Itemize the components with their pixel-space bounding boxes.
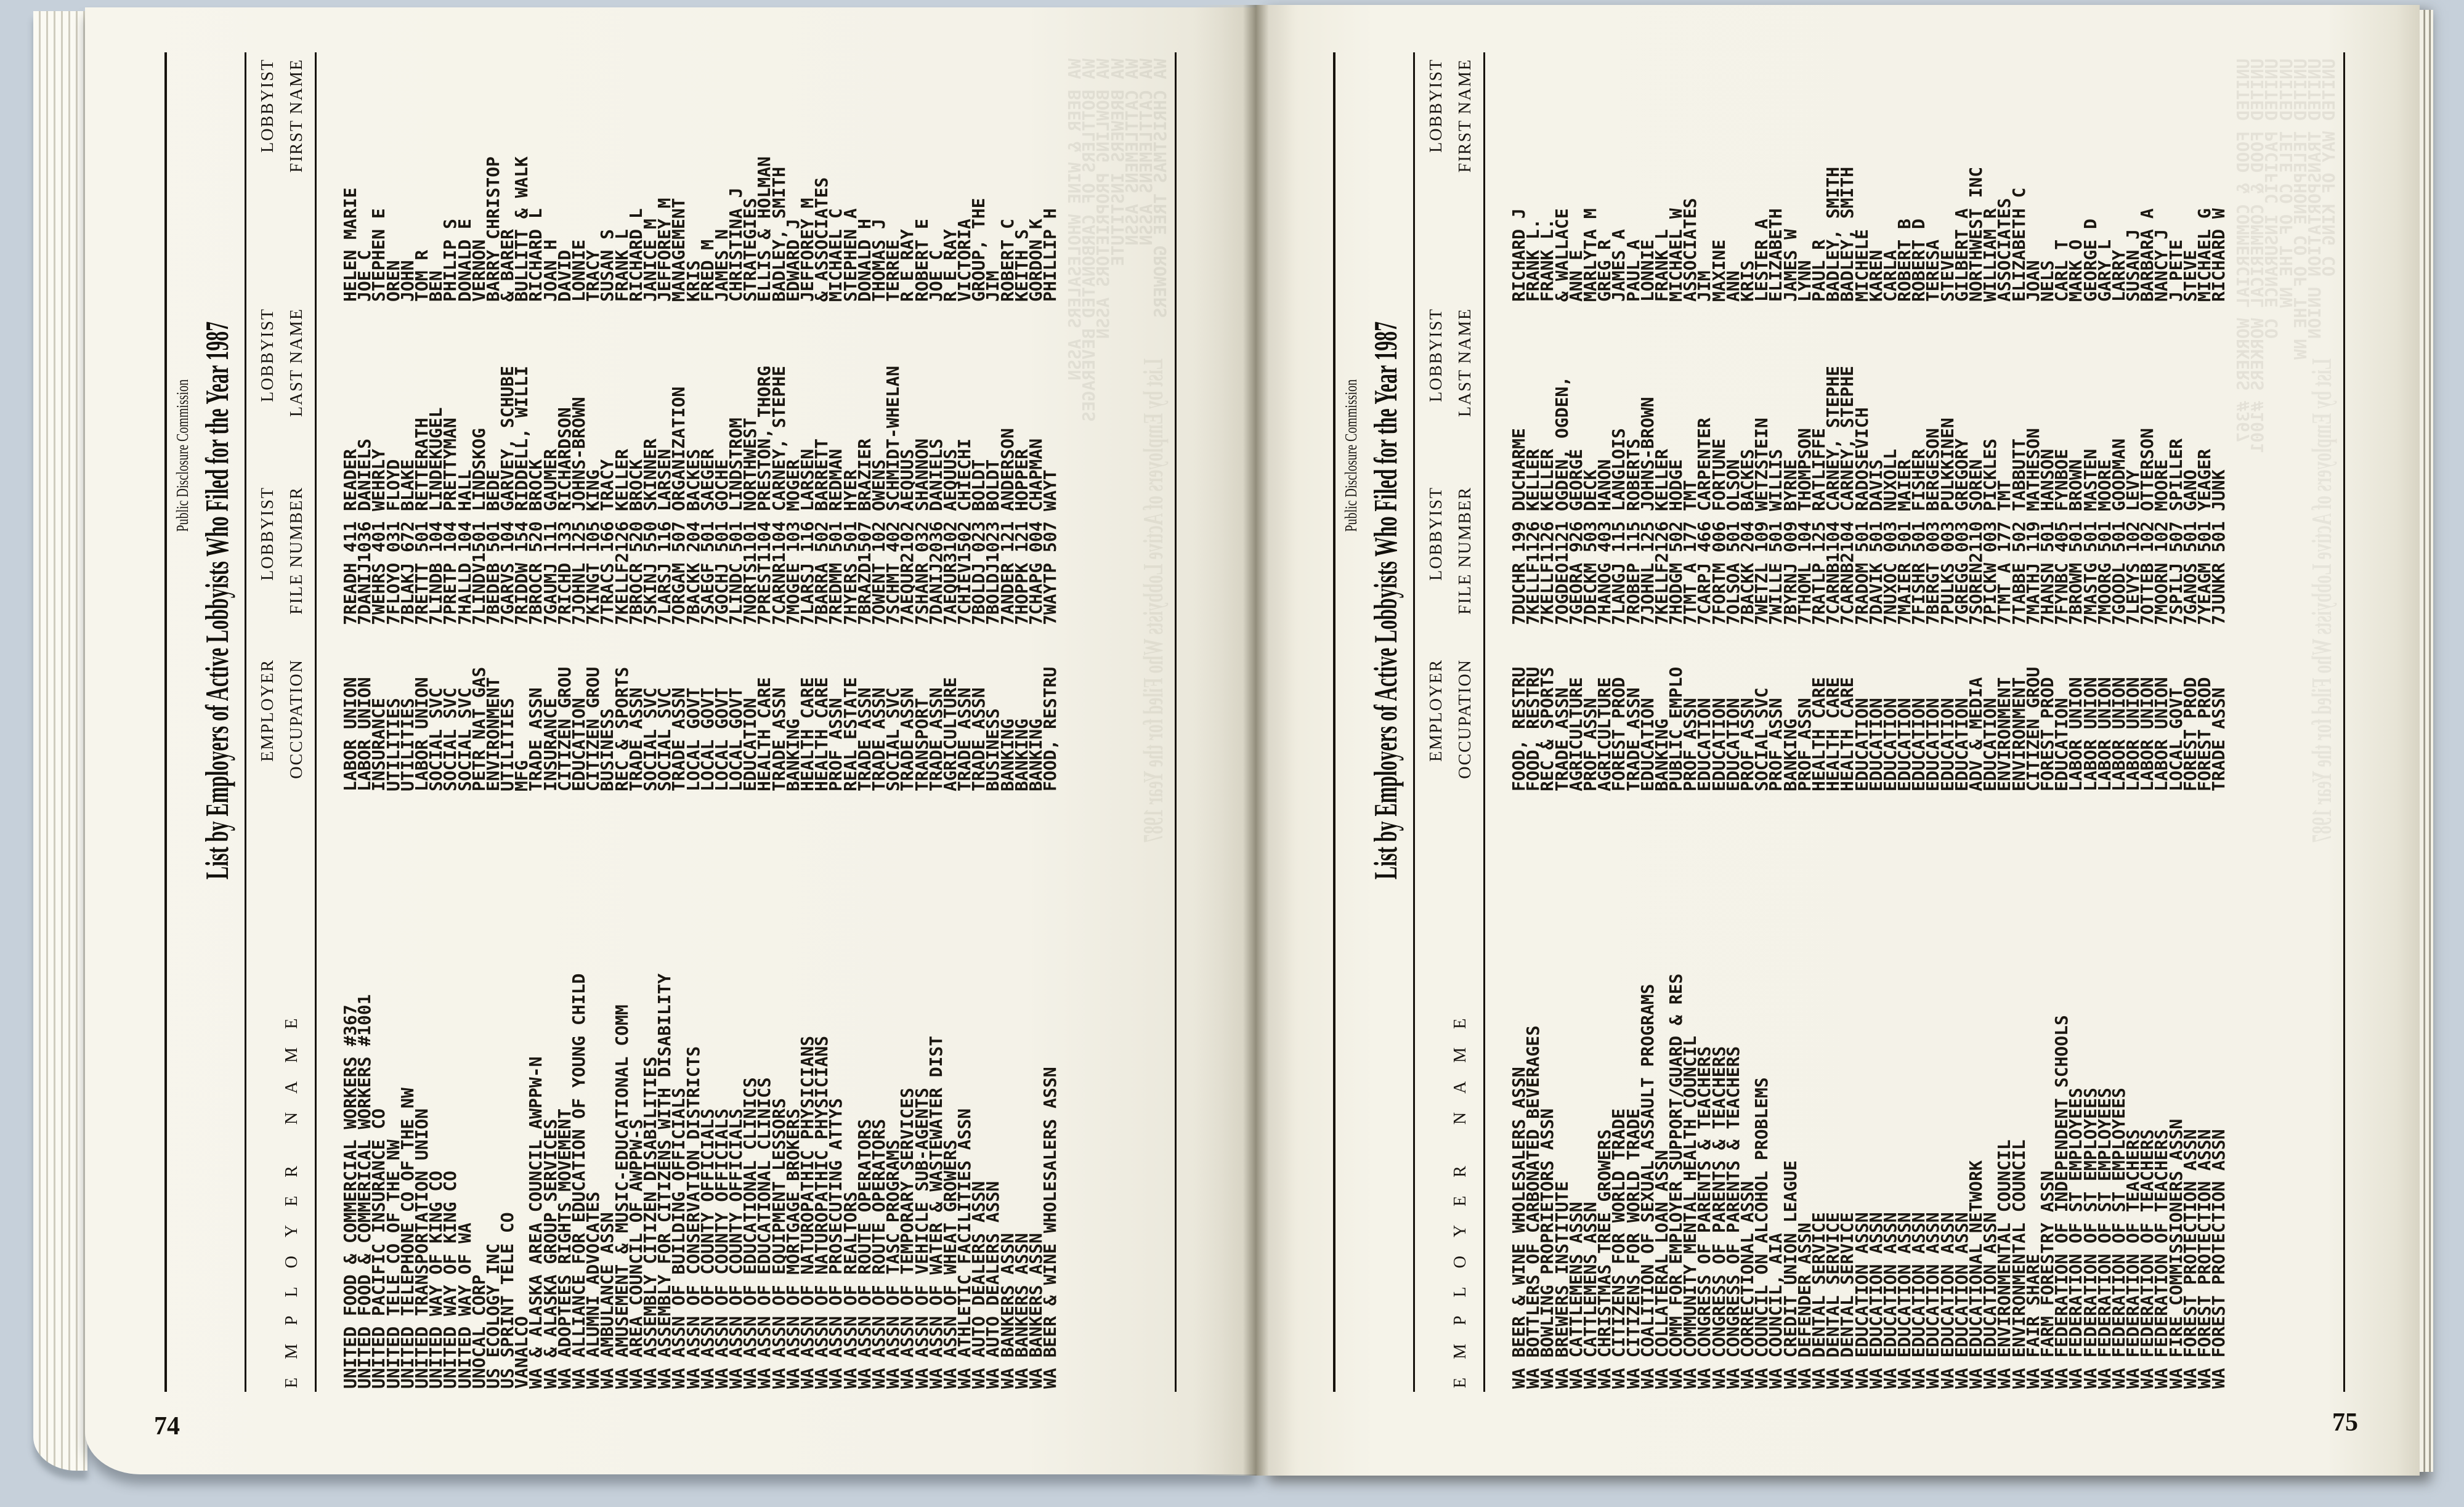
lobbyist-last-name-cell: WAYT [1040, 469, 1061, 511]
left-page-table-area: Public Disclosure Commission List by Emp… [163, 52, 1180, 1392]
header-line: LOBBYIST [258, 308, 277, 402]
page-number-right: 75 [2332, 1408, 2358, 1437]
page-stack-edge-right [2420, 10, 2433, 1472]
left-page [85, 7, 1257, 1474]
column-header-employer-occupation: EMPLOYER OCCUPATION [1422, 659, 1480, 856]
book-gutter-shadow [1194, 5, 1323, 1476]
column-header-lobbyist-last-name: LOBBYIST LAST NAME [1422, 308, 1480, 505]
header-line: OCCUPATION [1456, 659, 1475, 779]
column-header-employer-name: EMPLOYER NAME [282, 1000, 301, 1388]
table-rows: UNITED FOOD & COMMERCIAL WORKERS #367 LAB… [340, 52, 1061, 1392]
header-line: LAST NAME [1456, 308, 1475, 417]
table-rows: WA BEER & WINE WHOLESALERS ASSN FOOD, RES… [1509, 52, 2229, 1392]
column-header-lobbyist-first-name: LOBBYIST FIRST NAME [1422, 59, 1480, 256]
header-line: LOBBYIST [1427, 308, 1446, 402]
top-rule [1333, 52, 1335, 1392]
header-line: LOBBYIST [258, 59, 277, 153]
header-line: EMPLOYER [258, 659, 277, 762]
lobbyist-first-name-cell: PHILLIP H [1040, 208, 1061, 302]
column-header-employer-occupation: EMPLOYER OCCUPATION [253, 659, 311, 856]
header-line: EMPLOYER [1427, 659, 1446, 762]
bleed-through-ghost-title: List by Employers of Active Lobbyists Wh… [2306, 358, 2337, 843]
lobbyist-file-number-cell: 7JUNKR 501 [2208, 521, 2229, 625]
lobbyist-table-page-75: Public Disclosure Commission List by Emp… [1332, 52, 2348, 1392]
header-line: OCCUPATION [287, 659, 306, 779]
column-header-lobbyist-file-number: LOBBYIST FILE NUMBER [1422, 487, 1480, 684]
title-rule [1413, 52, 1415, 1392]
employer-occupation-cell: TRADE ASSN [2208, 687, 2229, 791]
lobbyist-file-number-cell: 7WAYTP 507 [1040, 521, 1061, 625]
column-header-lobbyist-last-name: LOBBYIST LAST NAME [253, 308, 311, 505]
page-stack-edge-left [33, 11, 87, 1471]
employer-name-cell: WA FOREST PROTECTION ASSN [2208, 1129, 2229, 1389]
lobbyist-first-name-cell: RICHARD W [2208, 208, 2229, 302]
page-number-left: 74 [154, 1412, 180, 1440]
lobbyist-last-name-cell: JUNK [2208, 469, 2229, 511]
header-line: FILE NUMBER [1456, 487, 1475, 615]
employer-name-cell: WA BEER & WINE WHOLESALERS ASSN [1040, 1067, 1061, 1389]
column-header-lobbyist-first-name: LOBBYIST FIRST NAME [253, 59, 311, 256]
bottom-rule [2343, 52, 2345, 1392]
title-rule [245, 52, 246, 1392]
header-rule [1483, 52, 1485, 1392]
table-row: WA BEER & WINE WHOLESALERS ASSN FOOD, RES… [1040, 52, 1061, 1392]
column-header-lobbyist-file-number: LOBBYIST FILE NUMBER [253, 487, 311, 684]
lobbyist-table-page-74: Public Disclosure Commission List by Emp… [163, 52, 1180, 1392]
bleed-through-ghost-title: List by Employers of Active Lobbyists Wh… [1137, 358, 1169, 843]
top-rule [164, 52, 167, 1392]
report-title: List by Employers of Active Lobbyists Wh… [200, 321, 235, 880]
right-page [1257, 5, 2420, 1476]
right-page-table-area: Public Disclosure Commission List by Emp… [1332, 52, 2348, 1392]
header-line: FIRST NAME [287, 59, 306, 173]
header-rule [315, 52, 317, 1392]
bottom-rule [1175, 52, 1177, 1392]
report-title: List by Employers of Active Lobbyists Wh… [1368, 321, 1404, 880]
header-line: FILE NUMBER [287, 487, 306, 615]
table-row: WA FOREST PROTECTION ASSN TRADE ASSN 7JUNK… [2208, 52, 2229, 1392]
header-line: LOBBYIST [1427, 487, 1446, 581]
column-header-employer-name: EMPLOYER NAME [1451, 1000, 1470, 1388]
header-line: LAST NAME [287, 308, 306, 417]
employer-occupation-cell: FOOD, RESTRU [1040, 666, 1061, 791]
header-line: LOBBYIST [258, 487, 277, 581]
header-line: LOBBYIST [1427, 59, 1446, 153]
agency-title: Public Disclosure Commission [173, 379, 192, 532]
agency-title: Public Disclosure Commission [1342, 379, 1360, 532]
header-line: FIRST NAME [1456, 59, 1475, 173]
